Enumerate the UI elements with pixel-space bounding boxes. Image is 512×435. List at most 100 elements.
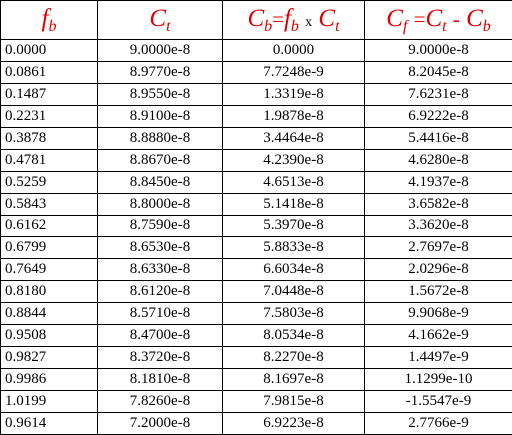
table-row: 0.6162 8.7590e-8 5.3970e-8 3.3620e-8	[0, 214, 512, 238]
table-cell: 8.7590e-8	[97, 214, 223, 238]
table-cell: 0.8844	[0, 302, 98, 326]
table-cell: 7.5803e-8	[222, 302, 365, 326]
symbol: C	[149, 4, 167, 32]
subscript: b	[264, 17, 273, 35]
table-row: 0.8844 8.5710e-8 7.5803e-8 9.9068e-9	[0, 302, 512, 326]
table-row: 1.0199 7.8260e-8 7.9815e-8 -1.5547e-9	[0, 390, 512, 413]
table-cell: 6.6034e-8	[222, 258, 365, 282]
table-cell: 8.0534e-8	[222, 324, 365, 348]
table-row: 0.2231 8.9100e-8 1.9878e-8 6.9222e-8	[0, 104, 512, 128]
symbol: C	[247, 4, 265, 32]
table-cell: 8.2045e-8	[364, 60, 512, 84]
table-row: 0.0000 9.0000e-8 0.0000 9.0000e-8	[0, 39, 512, 62]
table-cell: 5.4416e-8	[364, 126, 512, 150]
subscript: f	[402, 17, 408, 35]
symbol: C	[318, 4, 336, 32]
table-cell: 3.6582e-8	[364, 192, 512, 216]
table-row: 0.5843 8.8000e-8 5.1418e-8 3.6582e-8	[0, 192, 512, 216]
table-cell: 0.9986	[0, 368, 98, 391]
table-row: 0.5259 8.8450e-8 4.6513e-8 4.1937e-8	[0, 170, 512, 194]
table-cell: 0.0861	[0, 60, 98, 84]
table-cell: 7.2000e-8	[97, 411, 223, 435]
table-cell: 3.4464e-8	[222, 126, 365, 150]
table-cell: 7.9815e-8	[222, 390, 365, 413]
table-cell: 3.3620e-8	[364, 214, 512, 238]
symbol: C	[386, 4, 403, 32]
table-cell: 8.2270e-8	[222, 346, 365, 370]
table-cell: 8.9770e-8	[97, 60, 223, 84]
operator: x	[305, 14, 313, 30]
table-row: 0.3878 8.8880e-8 3.4464e-8 5.4416e-8	[0, 126, 512, 150]
subscript: b	[290, 17, 299, 35]
operator: =	[272, 6, 284, 31]
table-cell: 0.7649	[0, 258, 98, 282]
table-cell: 8.5710e-8	[97, 302, 223, 326]
header-cell: Cb=fb x Ct	[222, 0, 365, 40]
header-cell: Cf =Ct - Cb	[364, 0, 512, 40]
table-cell: 8.9100e-8	[97, 104, 223, 128]
operator: =	[413, 6, 426, 31]
table-cell: 8.1697e-8	[222, 368, 365, 391]
table-cell: 7.8260e-8	[97, 390, 223, 413]
subscript: b	[482, 17, 491, 35]
table-cell: 9.9068e-9	[364, 302, 512, 326]
table-cell: 2.7697e-8	[364, 236, 512, 260]
table-cell: 6.9223e-8	[222, 411, 365, 435]
table-cell: 0.5259	[0, 170, 98, 194]
table-cell: 9.0000e-8	[364, 39, 512, 62]
table-cell: 8.8000e-8	[97, 192, 223, 216]
table-cell: 0.0000	[222, 39, 365, 62]
table-cell: 0.4781	[0, 148, 98, 172]
symbol: f	[41, 4, 49, 32]
symbol: f	[283, 4, 291, 32]
header-cell: fb	[0, 0, 98, 40]
table-row: 0.8180 8.6120e-8 7.0448e-8 1.5672e-8	[0, 280, 512, 304]
subscript: t	[335, 17, 340, 35]
table-cell: 0.2231	[0, 104, 98, 128]
table-cell: 1.3319e-8	[222, 82, 365, 106]
table-cell: 7.6231e-8	[364, 82, 512, 106]
table-cell: 8.6530e-8	[97, 236, 223, 260]
table-cell: -1.5547e-9	[364, 390, 512, 413]
table-cell: 1.1299e-10	[364, 368, 512, 391]
table-row: 0.9986 8.1810e-8 8.1697e-8 1.1299e-10	[0, 368, 512, 391]
table-cell: 8.9550e-8	[97, 82, 223, 106]
subscript: t	[442, 17, 447, 35]
table-row: 0.0861 8.9770e-8 7.7248e-9 8.2045e-8	[0, 60, 512, 84]
table-row: 0.9614 7.2000e-8 6.9223e-8 2.7766e-9	[0, 411, 512, 435]
subscript: b	[48, 17, 57, 35]
table-cell: 8.3720e-8	[97, 346, 223, 370]
table-cell: 0.6162	[0, 214, 98, 238]
table-cell: 4.1662e-9	[364, 324, 512, 348]
operator: -	[452, 6, 460, 31]
table-cell: 7.7248e-9	[222, 60, 365, 84]
table-cell: 4.2390e-8	[222, 148, 365, 172]
table-cell: 0.5843	[0, 192, 98, 216]
table-cell: 4.6280e-8	[364, 148, 512, 172]
table-cell: 1.5672e-8	[364, 280, 512, 304]
table-row: 0.4781 8.8670e-8 4.2390e-8 4.6280e-8	[0, 148, 512, 172]
table-cell: 0.6799	[0, 236, 98, 260]
table-cell: 8.8450e-8	[97, 170, 223, 194]
table-cell: 8.1810e-8	[97, 368, 223, 391]
table-cell: 6.9222e-8	[364, 104, 512, 128]
table-cell: 0.3878	[0, 126, 98, 150]
table-cell: 8.4700e-8	[97, 324, 223, 348]
table-row: 0.6799 8.6530e-8 5.8833e-8 2.7697e-8	[0, 236, 512, 260]
table-row: 0.9827 8.3720e-8 8.2270e-8 1.4497e-9	[0, 346, 512, 370]
header-cell: Ct	[97, 0, 223, 40]
table-cell: 0.1487	[0, 82, 98, 106]
table-cell: 7.0448e-8	[222, 280, 365, 304]
table-cell: 5.8833e-8	[222, 236, 365, 260]
table-cell: 8.6330e-8	[97, 258, 223, 282]
subscript: t	[166, 17, 171, 35]
table-cell: 1.0199	[0, 390, 98, 413]
table-cell: 0.9827	[0, 346, 98, 370]
table-cell: 5.3970e-8	[222, 214, 365, 238]
table-cell: 0.8180	[0, 280, 98, 304]
table-cell: 0.9508	[0, 324, 98, 348]
table-cell: 0.0000	[0, 39, 98, 62]
symbol: C	[466, 4, 483, 32]
